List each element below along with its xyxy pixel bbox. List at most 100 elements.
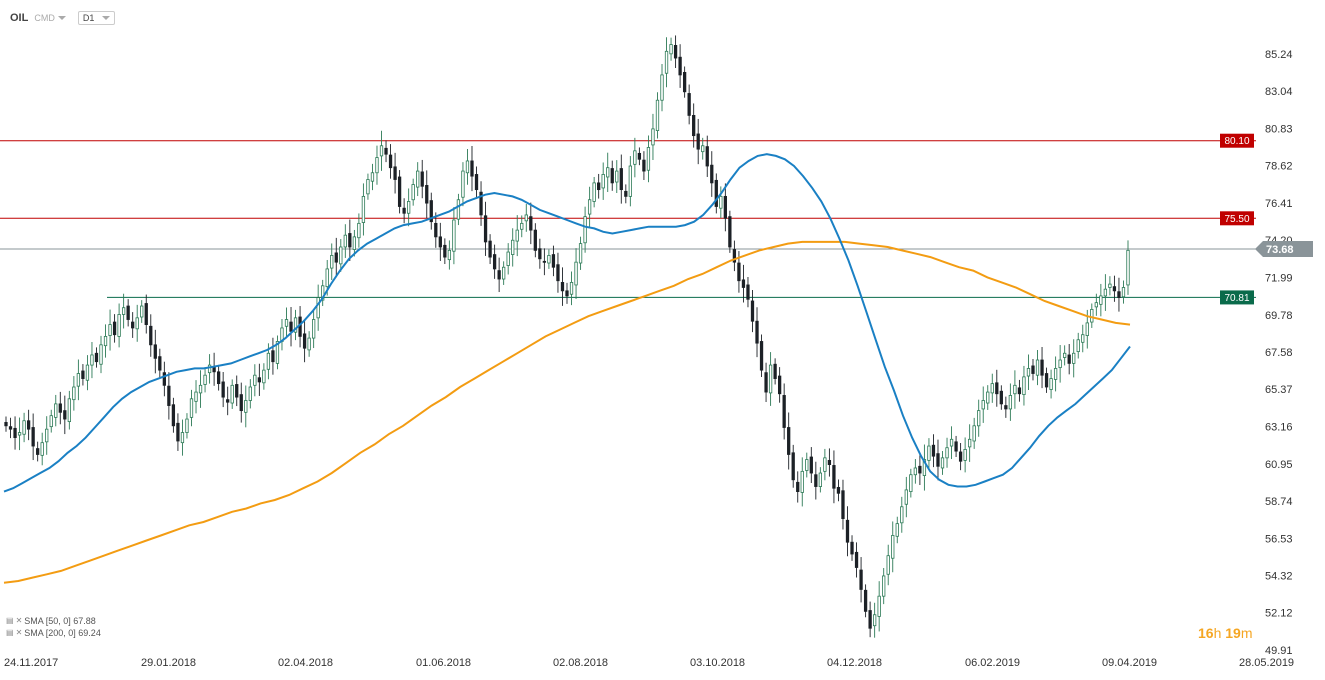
current-price-tag xyxy=(1255,241,1313,258)
candle xyxy=(176,422,180,442)
candle xyxy=(506,251,510,266)
candle xyxy=(529,216,533,231)
candle xyxy=(624,190,628,197)
timeframe-label: D1 xyxy=(82,13,95,23)
candle xyxy=(248,386,252,401)
candle xyxy=(882,575,886,597)
y-tick-label: 71.99 xyxy=(1265,273,1293,285)
candle xyxy=(54,403,58,418)
candle xyxy=(384,147,388,155)
candle xyxy=(633,150,637,165)
candle xyxy=(357,222,361,239)
source-selector[interactable]: CMD xyxy=(34,13,66,23)
candle xyxy=(131,321,135,329)
candle xyxy=(452,219,456,252)
candle xyxy=(886,555,890,575)
countdown-h: h xyxy=(1213,625,1222,641)
level-badge xyxy=(1220,290,1254,305)
candle xyxy=(1040,359,1044,376)
candle xyxy=(103,335,108,347)
candle xyxy=(601,174,605,189)
candle xyxy=(207,364,212,374)
candle xyxy=(538,248,542,260)
candle xyxy=(26,420,31,430)
candle xyxy=(637,152,642,160)
candle xyxy=(1017,387,1022,395)
candle xyxy=(348,233,352,248)
candle xyxy=(1053,368,1058,380)
candle xyxy=(393,166,397,180)
candle xyxy=(479,191,483,216)
candle xyxy=(610,168,614,184)
candle xyxy=(755,320,759,344)
candle xyxy=(325,268,329,288)
source-label: CMD xyxy=(34,13,55,23)
candle xyxy=(1067,354,1071,364)
candle xyxy=(4,422,8,427)
candle xyxy=(438,236,442,248)
candle xyxy=(361,195,366,223)
x-tick-label: 06.02.2019 xyxy=(965,657,1020,669)
countdown-minutes: 19 xyxy=(1225,625,1241,641)
candle xyxy=(456,199,461,220)
candle xyxy=(1031,365,1035,374)
timeframe-selector[interactable]: D1 xyxy=(77,11,116,25)
candle xyxy=(1008,395,1013,410)
candle xyxy=(45,428,49,443)
y-tick-label: 69.78 xyxy=(1265,310,1293,322)
legend-sma200[interactable]: ▤ ✕ SMA [200, 0] 69.24 xyxy=(6,627,101,639)
y-tick-label: 63.16 xyxy=(1265,421,1293,433)
candle xyxy=(189,398,194,418)
candle xyxy=(474,174,479,191)
candle xyxy=(1035,359,1040,376)
sma50-line xyxy=(3,153,1131,493)
candle xyxy=(863,589,868,612)
candle xyxy=(587,199,592,215)
close-icon[interactable]: ✕ xyxy=(15,616,23,625)
candle xyxy=(144,303,148,325)
candle xyxy=(244,400,248,413)
sma200-line xyxy=(3,240,1131,584)
candle xyxy=(678,56,682,76)
candle xyxy=(36,448,40,455)
x-tick-label: 29.01.2018 xyxy=(141,657,196,669)
candle xyxy=(692,115,696,137)
candle xyxy=(597,182,601,191)
y-tick-label: 83.04 xyxy=(1265,86,1293,98)
candle xyxy=(31,427,35,447)
candle xyxy=(673,44,678,59)
candle xyxy=(655,99,660,131)
candle xyxy=(836,486,841,494)
candle xyxy=(1108,283,1112,288)
candle xyxy=(488,240,492,258)
candle xyxy=(995,382,999,395)
indicator-settings-icon[interactable]: ▤ xyxy=(6,616,14,625)
y-tick-label: 80.83 xyxy=(1265,123,1293,135)
candle xyxy=(732,249,737,263)
candle xyxy=(777,375,782,395)
x-tick-label: 28.05.2019 xyxy=(1239,657,1294,669)
candle xyxy=(262,369,266,384)
candle xyxy=(321,285,325,301)
candle xyxy=(112,321,117,336)
y-tick-label: 76.41 xyxy=(1265,198,1293,210)
indicator-legend: ▤ ✕ SMA [50, 0] 67.88 ▤ ✕ SMA [200, 0] 6… xyxy=(6,615,101,639)
candle xyxy=(913,467,918,476)
candle xyxy=(936,453,940,467)
candle xyxy=(402,207,406,214)
x-tick-label: 01.06.2018 xyxy=(416,657,471,669)
symbol-label[interactable]: OIL xyxy=(10,12,29,24)
candle xyxy=(800,470,804,493)
y-tick-label: 52.12 xyxy=(1265,608,1293,620)
candle xyxy=(1049,378,1053,390)
y-tick-label: 56.53 xyxy=(1265,533,1293,545)
close-icon[interactable]: ✕ xyxy=(15,628,23,637)
candle xyxy=(859,569,863,590)
candle xyxy=(556,264,560,282)
candle xyxy=(470,160,474,177)
indicator-settings-icon[interactable]: ▤ xyxy=(6,628,14,637)
candle xyxy=(312,319,316,339)
candle xyxy=(931,444,936,457)
legend-sma50[interactable]: ▤ ✕ SMA [50, 0] 67.88 xyxy=(6,615,101,627)
